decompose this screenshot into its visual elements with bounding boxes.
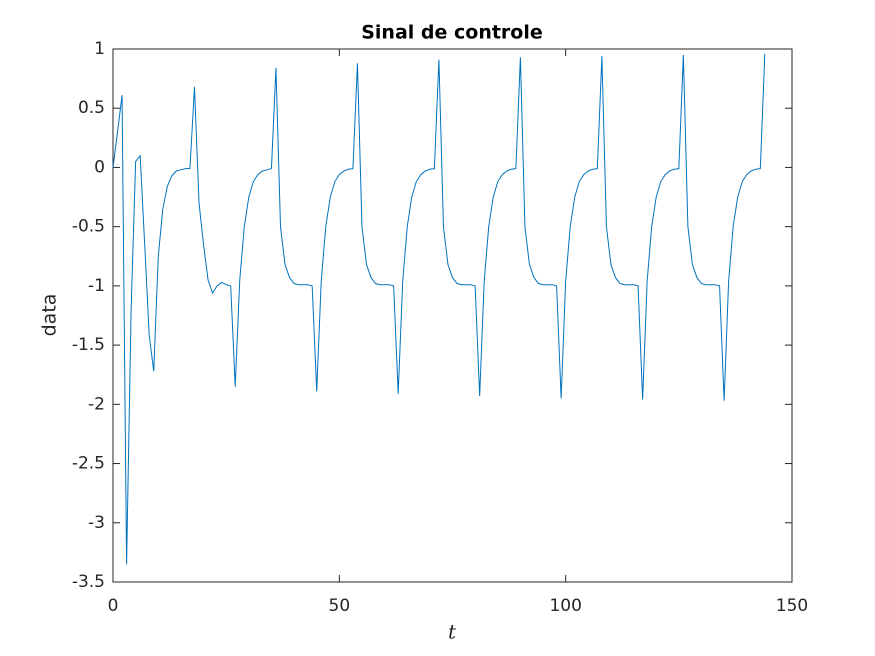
y-tick-label: 0 [94, 157, 105, 177]
y-tick-label: -1 [88, 276, 105, 296]
y-tick-label: 1 [94, 39, 105, 59]
x-tick-label: 0 [108, 596, 119, 616]
y-tick-label: 0.5 [78, 98, 105, 118]
y-tick-label: -3.5 [72, 572, 105, 592]
data-line [112, 53, 766, 565]
y-tick-label: -0.5 [72, 217, 105, 237]
y-tick-label: -2.5 [72, 454, 105, 474]
x-tick-label: 50 [329, 596, 351, 616]
y-axis-label: data [39, 294, 61, 337]
x-tick-label: 150 [776, 596, 808, 616]
axes-box [112, 48, 793, 583]
y-tick-label: -3 [88, 513, 105, 533]
x-axis-label: t [448, 620, 457, 644]
y-tick-label: -1.5 [72, 335, 105, 355]
y-tick-label: -2 [88, 394, 105, 414]
x-tick-label: 100 [549, 596, 581, 616]
chart-title: Sinal de controle [361, 22, 543, 44]
